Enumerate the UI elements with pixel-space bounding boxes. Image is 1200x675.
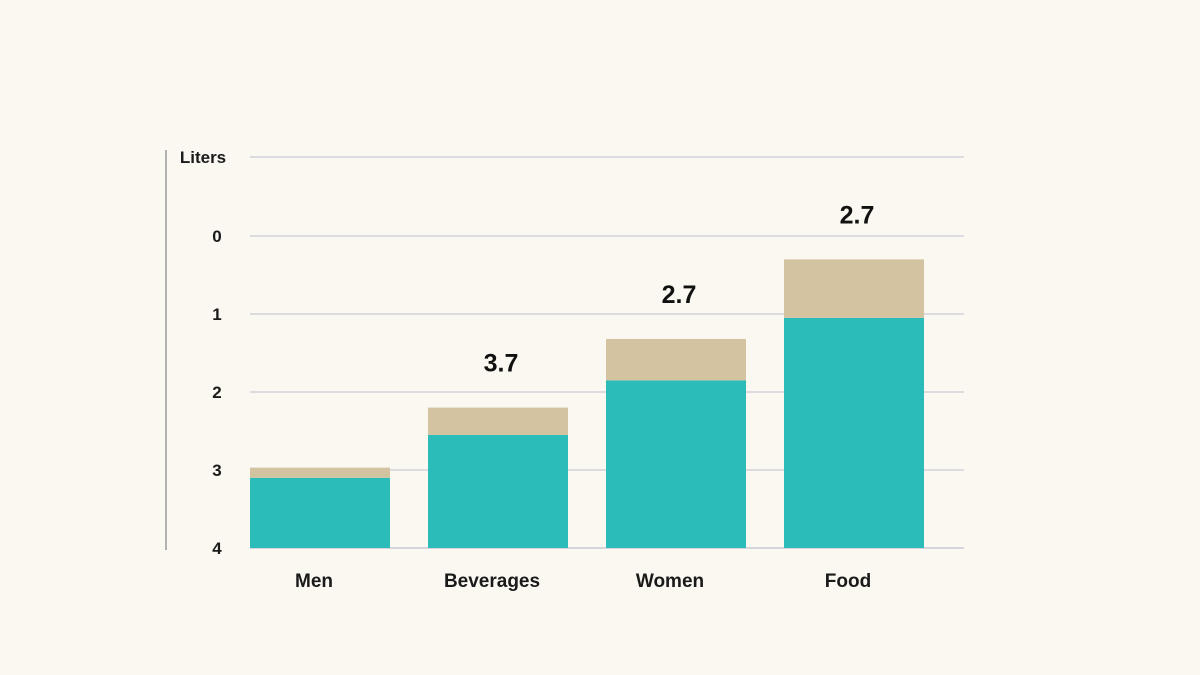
y-tick-label-3: 3: [212, 461, 221, 480]
bar-segment-2-food: [784, 259, 924, 318]
category-labels: Men Beverages Women Food: [295, 571, 871, 592]
bar-segment-1-men: [250, 477, 390, 548]
data-label-women: 2.7: [662, 281, 697, 309]
y-axis-ticks: 0 1 2 3 4: [212, 227, 222, 558]
y-tick-label-2: 2: [212, 383, 221, 402]
x-category-label-women: Women: [636, 571, 704, 592]
bar-segment-2-men: [250, 467, 390, 478]
y-tick-label-4: 4: [212, 539, 222, 558]
bar-segment-1-beverages: [428, 434, 568, 548]
bar-segment-1-women: [606, 380, 746, 548]
data-label-food: 2.7: [840, 201, 875, 229]
y-tick-label-1: 1: [212, 305, 221, 324]
x-category-label-men: Men: [295, 571, 333, 592]
bar-segment-2-women: [606, 338, 746, 381]
data-labels: 3.7 2.7 2.7: [484, 201, 875, 377]
bar-segment-2-beverages: [428, 407, 568, 435]
x-category-label-beverages: Beverages: [444, 571, 540, 592]
y-tick-label-0: 0: [212, 227, 221, 246]
bar-segment-1-food: [784, 317, 924, 548]
y-axis-unit-label: Liters: [180, 148, 226, 167]
x-category-label-food: Food: [825, 571, 871, 592]
bars: [250, 259, 924, 548]
data-label-beverages: 3.7: [484, 350, 519, 378]
